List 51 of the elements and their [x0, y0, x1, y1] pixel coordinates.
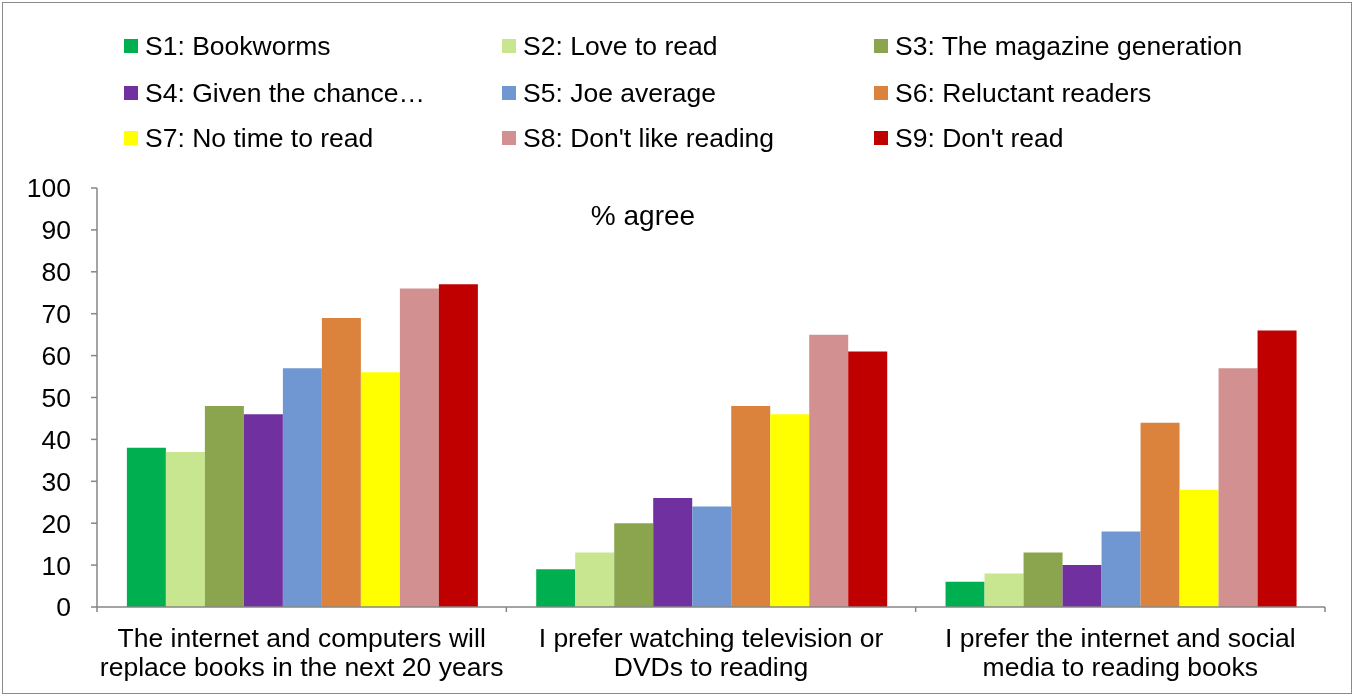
bar	[848, 351, 888, 607]
legend-label: S7: No time to read	[145, 123, 374, 153]
y-tick-label: 10	[41, 550, 71, 581]
bar	[165, 451, 205, 607]
legend-label: S5: Joe average	[523, 78, 716, 108]
y-tick-label: 40	[41, 424, 71, 455]
legend-label: S3: The magazine generation	[895, 31, 1243, 61]
bar	[575, 552, 615, 607]
bar	[614, 523, 654, 607]
y-tick-label: 70	[41, 299, 71, 330]
bar	[770, 414, 810, 607]
bar	[126, 447, 166, 607]
bar	[692, 506, 732, 607]
y-tick-label: 80	[41, 257, 71, 288]
bar	[204, 405, 244, 607]
bar	[1101, 531, 1141, 607]
bar	[360, 372, 400, 607]
legend-label: S9: Don't read	[895, 123, 1064, 153]
bar	[1062, 565, 1102, 607]
bar	[809, 334, 849, 607]
legend-label: S2: Love to read	[523, 31, 718, 61]
bar	[945, 581, 985, 607]
bar	[536, 569, 576, 607]
chart-title: % agree	[590, 200, 696, 231]
legend-label: S8: Don't like reading	[523, 123, 775, 153]
y-tick-label: 30	[41, 466, 71, 497]
y-tick-label: 60	[41, 341, 71, 372]
bar	[1023, 552, 1063, 607]
bar	[282, 368, 322, 607]
bar	[321, 317, 361, 607]
y-tick-label: 90	[41, 215, 71, 246]
legend-label: S4: Given the chance…	[145, 78, 425, 108]
bar	[731, 405, 771, 607]
legend-label: S1: Bookworms	[145, 31, 331, 61]
x-tick-label: I prefer the internet and social media to reading books	[945, 623, 1296, 682]
bar	[243, 414, 283, 607]
bar	[984, 573, 1024, 607]
x-tick-label: I prefer watching television or DVDs to reading	[538, 623, 884, 682]
bar	[1257, 330, 1297, 607]
bar	[653, 498, 693, 607]
bar	[399, 288, 439, 607]
bar	[438, 284, 478, 607]
bar	[1179, 489, 1219, 607]
bar	[1140, 422, 1180, 607]
y-tick-label: 20	[41, 508, 71, 539]
bar	[1218, 368, 1258, 607]
y-tick-label: 50	[41, 382, 71, 413]
y-tick-label: 100	[26, 173, 71, 204]
x-tick-label: The internet and computers will replace books in the next 20 years	[99, 623, 504, 682]
legend-label: S6: Reluctant readers	[895, 78, 1152, 108]
y-tick-label: 0	[56, 592, 71, 623]
